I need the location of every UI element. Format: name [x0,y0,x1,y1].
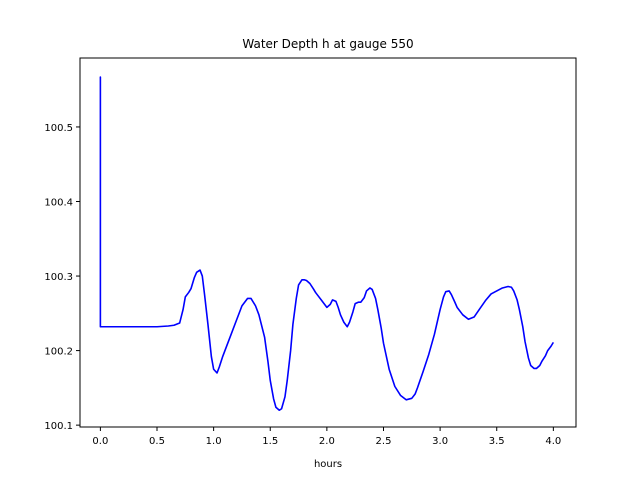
y-tick-label: 100.3 [44,272,73,283]
y-tick-label: 100.5 [44,123,73,134]
x-axis: 0.0 0.5 1.0 1.5 2.0 2.5 3.0 3.5 4.0 [92,427,561,447]
x-tick-label: 1.0 [206,436,222,447]
y-axis: 100.1 100.2 100.3 100.4 100.5 [44,123,80,432]
series-line-0 [99,76,555,412]
x-tick-label: 3.0 [432,436,448,447]
x-tick-label: 4.0 [545,436,561,447]
x-tick-label: 3.5 [489,436,505,447]
x-axis-label: hours [314,459,342,470]
y-tick-label: 100.1 [44,421,73,432]
x-tick-label: 2.0 [319,436,335,447]
y-tick-label: 100.4 [44,198,73,209]
x-tick-label: 1.5 [262,436,278,447]
x-tick-label: 0.0 [92,436,108,447]
y-tick-label: 100.2 [44,347,73,358]
axes-frame [79,57,577,428]
x-tick-label: 0.5 [149,436,165,447]
plot-area [99,76,555,412]
chart-title: Water Depth h at gauge 550 [242,37,413,51]
x-tick-label: 2.5 [376,436,392,447]
